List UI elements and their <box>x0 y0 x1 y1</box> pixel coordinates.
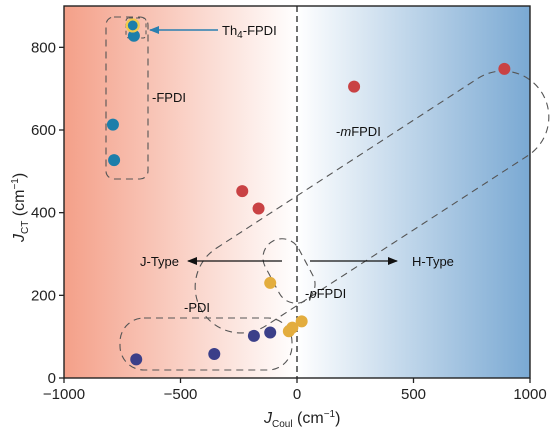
point-th4-fpdi-1 <box>125 18 140 33</box>
mfpdi-group-outline <box>194 70 550 334</box>
pdi-label: -PDI <box>184 300 210 315</box>
points-layer <box>106 18 511 366</box>
y-tick-label: 800 <box>31 39 56 56</box>
x-tick-label: −1000 <box>43 386 85 403</box>
htype-label: H-Type <box>412 254 454 269</box>
point-mfpdi-4 <box>252 202 265 215</box>
point-mfpdi-2 <box>498 62 511 75</box>
point-pdi-1 <box>130 353 143 366</box>
x-axis-title: JCoul (cm−1) <box>263 409 340 430</box>
ticks-layer: −1000 −500 0 500 1000 0 200 400 600 800 <box>31 39 547 403</box>
point-pfpdi-4 <box>282 325 295 338</box>
point-fpdi-1 <box>127 29 140 42</box>
point-pfpdi-2 <box>295 315 308 328</box>
point-mfpdi-1 <box>348 80 361 93</box>
pfpdi-label: -pFPDI <box>305 286 346 301</box>
x-tick-label: 500 <box>401 386 426 403</box>
pdi-group-outline <box>119 317 293 371</box>
th4-fpdi-label: Th4-FPDI <box>222 23 277 41</box>
mfpdi-label: -mFPDI <box>336 124 381 139</box>
y-tick-label: 600 <box>31 122 56 139</box>
y-tick-label: 400 <box>31 205 56 222</box>
y-tick-label: 200 <box>31 287 56 304</box>
y-axis-title: JCT (cm−1) <box>10 173 31 243</box>
jtype-label: J-Type <box>140 254 179 269</box>
point-fpdi-3 <box>108 154 121 167</box>
point-fpdi-2 <box>106 118 119 131</box>
pfpdi-group-outline <box>262 238 316 304</box>
point-pdi-2 <box>208 348 221 361</box>
point-pdi-3 <box>247 329 260 342</box>
y-tick-label: 0 <box>48 370 56 387</box>
fpdi-group-outline <box>105 16 149 180</box>
point-pdi-4 <box>264 326 277 339</box>
point-pfpdi-1 <box>264 276 277 289</box>
fpdi-label: -FPDI <box>152 90 186 105</box>
x-tick-label: 0 <box>293 386 301 403</box>
x-tick-label: −500 <box>164 386 198 403</box>
x-tick-label: 1000 <box>513 386 546 403</box>
point-mfpdi-3 <box>236 185 249 198</box>
